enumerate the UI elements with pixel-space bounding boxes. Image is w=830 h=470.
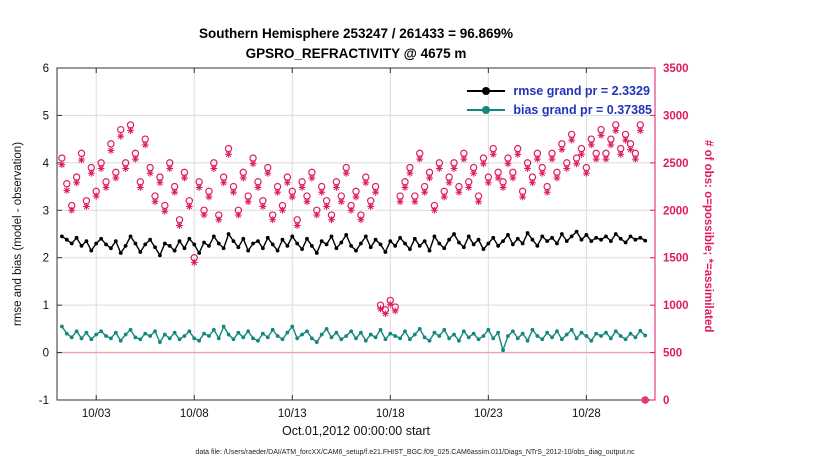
svg-text:10/03: 10/03: [82, 408, 111, 420]
svg-text:2500: 2500: [663, 158, 689, 170]
svg-text:6: 6: [43, 63, 49, 75]
svg-text:10/18: 10/18: [376, 408, 405, 420]
bias-line-sample-icon: [467, 106, 506, 114]
svg-text:3000: 3000: [663, 110, 689, 122]
legend-entry-rmse: rmse grand pr = 2.3329: [467, 84, 652, 98]
legend-rmse-label: rmse grand pr = 2.3329: [513, 84, 650, 98]
svg-text:500: 500: [663, 348, 682, 360]
x-axis-label: Oct.01,2012 00:00:00 start: [281, 424, 431, 438]
svg-text:1000: 1000: [663, 300, 689, 312]
svg-text:0: 0: [43, 348, 49, 360]
legend-bias-label: bias grand pr = 0.37385: [513, 103, 652, 117]
svg-text:2: 2: [43, 253, 49, 265]
chart-title: Southern Hemisphere 253247 / 261433 = 96…: [57, 24, 655, 64]
svg-text:10/28: 10/28: [572, 408, 601, 420]
right-y-axis-label: # of obs: o=possible; *=assimilated: [702, 139, 714, 333]
svg-text:1: 1: [43, 300, 49, 312]
chart-title-line2: GPSRO_REFRACTIVITY @ 4675 m: [245, 46, 467, 61]
svg-text:3500: 3500: [663, 63, 689, 75]
svg-text:5: 5: [43, 110, 49, 122]
svg-text:-1: -1: [39, 395, 49, 407]
svg-text:10/23: 10/23: [474, 408, 503, 420]
legend: rmse grand pr = 2.3329 bias grand pr = 0…: [467, 84, 652, 117]
svg-text:10/13: 10/13: [278, 408, 307, 420]
data-file-caption: data file: /Users/raeder/DAI/ATM_forcXX/…: [195, 449, 635, 456]
svg-text:2000: 2000: [663, 205, 689, 217]
chart-title-line1: Southern Hemisphere 253247 / 261433 = 96…: [198, 26, 514, 41]
svg-text:0: 0: [663, 395, 669, 407]
legend-entry-bias: bias grand pr = 0.37385: [467, 103, 652, 117]
left-y-axis-label: rmse and bias (model - observation): [12, 141, 24, 327]
rmse-line-sample-icon: [467, 87, 506, 95]
svg-text:4: 4: [43, 158, 50, 170]
svg-text:1500: 1500: [663, 253, 689, 265]
svg-text:10/08: 10/08: [180, 408, 209, 420]
svg-text:3: 3: [43, 205, 49, 217]
